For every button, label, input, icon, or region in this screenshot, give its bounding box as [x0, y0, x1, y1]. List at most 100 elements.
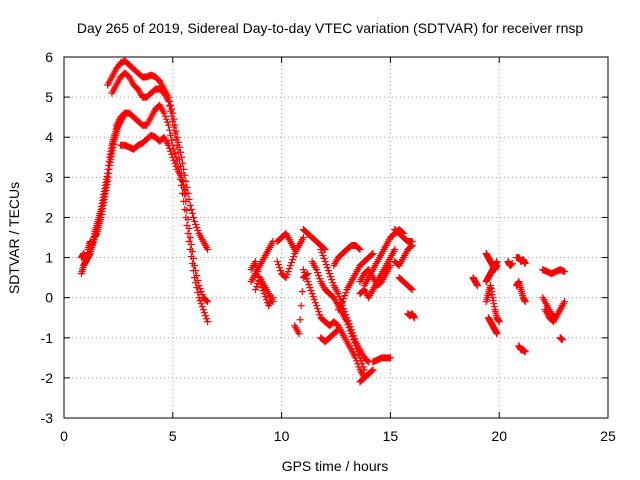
series-arc-10h-b [273, 229, 299, 254]
data-point [299, 234, 307, 241]
data-point [368, 367, 376, 375]
data-point [311, 299, 319, 307]
series-arc-21h-c [515, 342, 529, 356]
data-point [319, 252, 327, 260]
data-point [521, 298, 529, 306]
data-point [335, 293, 343, 301]
data-point [275, 264, 283, 272]
data-point [340, 305, 348, 313]
series-arc-9h-b [247, 238, 277, 286]
data-point [164, 141, 172, 149]
series-arc-14h-b [356, 246, 399, 302]
plot-frame [63, 56, 609, 419]
series-arc-15h-c [395, 274, 416, 294]
data-point [186, 246, 194, 254]
data-point [204, 298, 212, 306]
series-arc-11h-b [299, 266, 368, 382]
data-point [315, 272, 323, 280]
data-point [187, 205, 195, 213]
series-arc-22h-c [541, 302, 566, 326]
data-point [196, 285, 204, 293]
series-arc-22h-a [539, 266, 568, 278]
series-arc-20h-a [504, 258, 516, 270]
data-point [359, 363, 367, 371]
series-arc-9h-c [251, 274, 277, 306]
data-point [355, 245, 363, 253]
y-tick-labels: -3 -2 -1 0 1 2 3 4 5 6 [41, 49, 54, 426]
data-point [161, 112, 169, 120]
data-point [369, 250, 377, 258]
data-point [160, 109, 168, 117]
series-arc-12h-c [317, 326, 342, 346]
data-point [172, 162, 180, 170]
data-point [364, 357, 372, 365]
data-point [180, 197, 188, 205]
data-point [277, 267, 285, 275]
data-point [343, 314, 351, 322]
data-point [317, 246, 325, 254]
data-point [181, 205, 189, 213]
series-arc-19h-a [469, 274, 481, 290]
data-point [189, 267, 197, 275]
data-point [282, 274, 290, 282]
data-point [166, 126, 174, 134]
data-point [508, 260, 516, 268]
data-point [195, 294, 203, 302]
x-tick-label: 15 [383, 428, 399, 444]
data-point [334, 326, 342, 334]
series-arc-21h-b [513, 278, 529, 306]
data-point [283, 271, 291, 279]
data-point [187, 253, 195, 261]
data-point [314, 269, 322, 277]
data-point [290, 253, 298, 261]
y-tick-label: -2 [41, 370, 54, 386]
data-point [188, 260, 196, 268]
data-point [178, 173, 186, 181]
data-point [368, 251, 376, 259]
data-point [310, 296, 318, 304]
data-point [166, 144, 174, 152]
data-point [323, 264, 331, 272]
data-point [369, 366, 377, 374]
series-arc-14h-e [369, 354, 394, 366]
series-arc-mid [112, 101, 212, 326]
data-point [341, 308, 349, 316]
data-point [168, 136, 176, 144]
data-point [339, 298, 347, 306]
data-point [171, 149, 179, 157]
data-point [473, 282, 481, 290]
data-point [327, 273, 335, 281]
y-axis-label: SDTVAR / TECUs [6, 182, 22, 294]
data-point [167, 107, 175, 115]
data-point [197, 300, 205, 308]
y-tick-label: -3 [41, 410, 54, 426]
data-point [273, 258, 281, 266]
data-point [253, 283, 261, 291]
series-arc-12h-b [317, 246, 373, 366]
data-point [169, 117, 177, 125]
y-tick-label: 1 [45, 250, 53, 266]
data-point [169, 153, 177, 161]
data-point [197, 288, 205, 296]
data-point [408, 242, 416, 250]
data-point [180, 181, 188, 189]
data-point [194, 289, 202, 297]
data-point [164, 121, 172, 129]
data-point [204, 246, 212, 254]
data-point [358, 360, 366, 368]
data-point [251, 258, 259, 266]
data-point [314, 305, 322, 313]
data-point [303, 275, 311, 283]
data-point [328, 276, 336, 284]
data-point [186, 234, 194, 241]
data-point [309, 293, 317, 301]
data-point [185, 238, 193, 246]
data-point [200, 309, 208, 317]
data-point [285, 265, 293, 273]
data-point [189, 213, 197, 221]
data-point [167, 131, 175, 139]
data-point [166, 102, 174, 110]
x-axis-label: GPS time / hours [282, 458, 389, 474]
data-point [191, 274, 199, 282]
